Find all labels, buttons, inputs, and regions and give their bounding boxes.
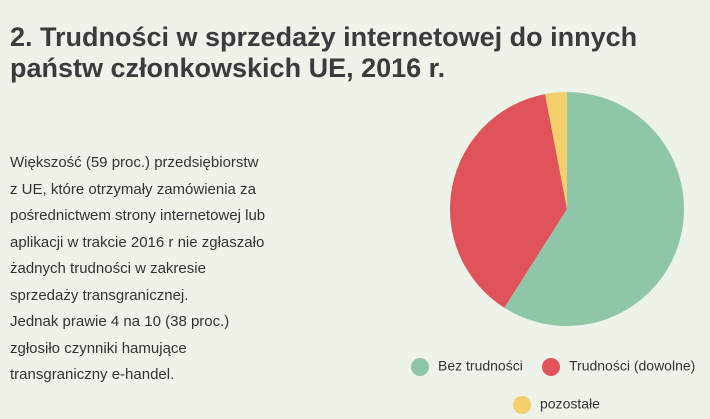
legend-swatch xyxy=(513,396,531,414)
description-line: pośrednictwem strony internetowej lub xyxy=(10,207,266,224)
description-line: z UE, które otrzymały zamówienia za xyxy=(10,180,256,198)
pie-slice xyxy=(545,92,567,209)
description-line: Jednak prawie 4 na 10 (38 proc.) xyxy=(10,313,230,330)
description-line: sprzedaży transgranicznej. xyxy=(10,286,189,304)
pie-slice xyxy=(504,92,684,326)
description-line: transgraniczny e-handel. xyxy=(10,366,175,383)
description-line: Większość (59 proc.) przedsiębiorstw xyxy=(10,154,259,171)
chart-title: 2. Trudności w sprzedaży internetowej do… xyxy=(10,22,638,83)
legend-swatch xyxy=(411,358,429,376)
description: Większość (59 proc.) przedsiębiorstw z UE… xyxy=(10,150,340,389)
legend-label: Bez trudności xyxy=(438,358,523,374)
legend-label: Trudności (dowolne) xyxy=(569,358,695,374)
legend-label: pozostałe xyxy=(540,396,600,412)
description-line: żadnych trudności w zakresie xyxy=(10,260,206,277)
legend-swatch xyxy=(542,358,560,376)
description-line: aplikacji w trakcie 2016 r nie zgłaszało xyxy=(10,233,265,251)
pie-slice xyxy=(450,94,567,308)
description-line: zgłosiło czynniki hamujące xyxy=(10,339,187,357)
